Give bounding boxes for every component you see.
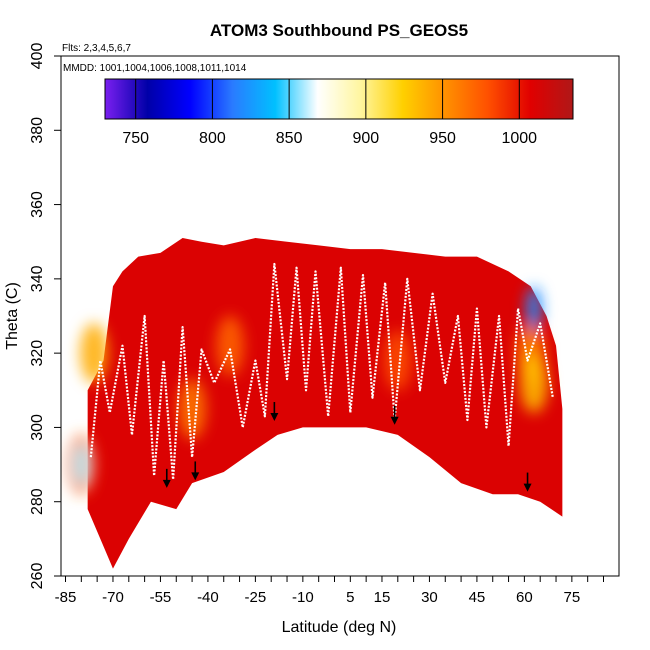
warm-patch bbox=[216, 315, 245, 376]
y-tick-label: 260 bbox=[29, 563, 46, 590]
plot-area bbox=[67, 238, 563, 569]
y-tick-label: 280 bbox=[29, 488, 46, 515]
patch-layer bbox=[67, 286, 548, 495]
y-tick-label: 300 bbox=[29, 414, 46, 441]
x-tick-label: 60 bbox=[516, 589, 533, 606]
x-tick-label: 5 bbox=[346, 589, 354, 606]
warm-patch bbox=[178, 378, 207, 439]
colorbar-label: 1000 bbox=[501, 130, 537, 147]
x-tick-label: 75 bbox=[564, 589, 581, 606]
y-tick-label: 400 bbox=[29, 43, 46, 70]
descent-arrowhead bbox=[162, 479, 171, 488]
x-tick-label: 30 bbox=[421, 589, 438, 606]
trajectory-layer bbox=[89, 262, 554, 481]
x-tick-label: 15 bbox=[374, 589, 391, 606]
y-tick-label: 360 bbox=[29, 191, 46, 218]
flight-track bbox=[89, 262, 554, 481]
warm-patch bbox=[79, 323, 108, 384]
descent-arrowhead bbox=[270, 413, 279, 421]
colorbar-label: 800 bbox=[199, 130, 226, 147]
colorbar-fill bbox=[104, 78, 574, 120]
x-axis-label: Latitude (deg N) bbox=[282, 619, 397, 636]
curtain-layer bbox=[87, 238, 563, 569]
dates-note: MMDD: 1001,1004,1006,1008,1011,1014 bbox=[63, 63, 247, 74]
colorbar-label: 850 bbox=[276, 130, 303, 147]
colorbar-label: 900 bbox=[353, 130, 380, 147]
x-tick-label: -25 bbox=[245, 589, 267, 606]
colorbar: 750 800 850 900 950 1000 bbox=[104, 78, 574, 147]
arrow-layer bbox=[162, 402, 532, 492]
colorbar-label: 950 bbox=[429, 130, 456, 147]
x-tick-label: -70 bbox=[102, 589, 124, 606]
y-tick-label: 380 bbox=[29, 117, 46, 144]
colorbar-label: 750 bbox=[122, 130, 149, 147]
descent-arrowhead bbox=[191, 472, 200, 481]
flights-note: Flts: 2,3,4,5,6,7 bbox=[62, 43, 131, 54]
x-tick-label: 45 bbox=[469, 589, 486, 606]
plot-frame bbox=[60, 55, 620, 577]
x-tick-label: -85 bbox=[55, 589, 77, 606]
chart-title: ATOM3 Southbound PS_GEOS5 bbox=[210, 21, 468, 40]
x-tick-label: -10 bbox=[292, 589, 314, 606]
curtain-region bbox=[87, 238, 563, 569]
y-axis: 260 280 300 320 340 360 380 400 bbox=[29, 43, 61, 590]
cold-patch bbox=[525, 286, 542, 331]
x-axis: -85 -70 -55 -40 -25 -10 5 15 30 45 60 75 bbox=[55, 576, 604, 606]
descent-arrowhead bbox=[390, 416, 399, 425]
descent-arrowhead bbox=[523, 483, 532, 492]
cold-patch bbox=[73, 442, 90, 487]
x-tick-label: -40 bbox=[197, 589, 219, 606]
x-tick-label: -55 bbox=[150, 589, 172, 606]
colorbar-ticks: 750 800 850 900 950 1000 bbox=[122, 79, 537, 147]
y-axis-label: Theta (C) bbox=[4, 282, 21, 350]
warm-patch bbox=[383, 330, 412, 391]
y-tick-label: 340 bbox=[29, 265, 46, 292]
y-tick-label: 320 bbox=[29, 340, 46, 367]
warm-patch bbox=[519, 352, 548, 413]
